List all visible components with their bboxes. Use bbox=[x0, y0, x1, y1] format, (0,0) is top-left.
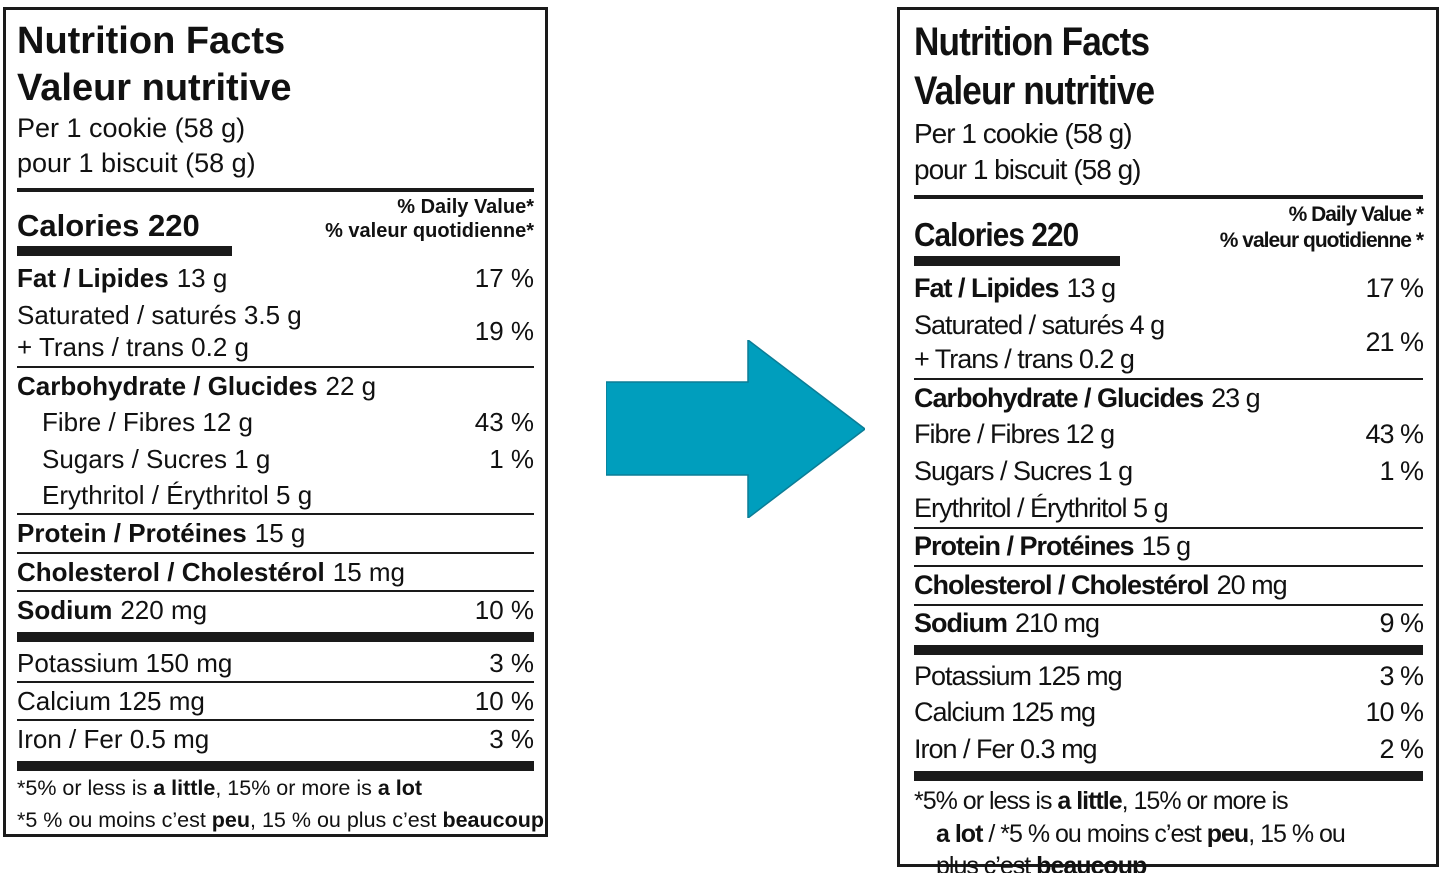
divider bbox=[17, 513, 534, 516]
nutrition-label-before: Nutrition Facts Valeur nutritive Per 1 c… bbox=[3, 7, 548, 837]
serving-size-en: Per 1 cookie (58 g) bbox=[17, 113, 246, 144]
nutrient-row-erythritol: Erythritol / Érythritol 5 g bbox=[42, 479, 313, 510]
nutrient-row-calcium: Calcium 125 mg 10 % bbox=[17, 686, 534, 716]
divider bbox=[914, 565, 1423, 568]
divider bbox=[914, 378, 1423, 381]
thick-divider bbox=[914, 771, 1423, 782]
nutrient-row-fat: Fat / Lipides 13 g 17 % bbox=[17, 263, 534, 294]
nutrient-row-erythritol: Erythritol / Érythritol 5 g bbox=[914, 492, 1169, 523]
calories-value: Calories 220 bbox=[914, 215, 1079, 253]
nutrient-row-sodium: Sodium 220 mg 10 % bbox=[17, 595, 534, 626]
footnote-en: *5% or less is a little, 15% or more is … bbox=[17, 775, 423, 800]
nutrient-row-iron: Iron / Fer 0.3 mg 2 % bbox=[914, 734, 1424, 765]
divider bbox=[17, 590, 534, 593]
footnote-line-3: plus c’est beaucoup bbox=[936, 852, 1147, 873]
divider bbox=[914, 195, 1423, 200]
calories-underline-bar bbox=[17, 246, 232, 257]
serving-size-fr: pour 1 biscuit (58 g) bbox=[914, 154, 1141, 186]
nutrient-row-sugars: Sugars / Sucres 1 g 1 % bbox=[42, 443, 534, 474]
nutrient-row-fibre: Fibre / Fibres 12 g 43 % bbox=[914, 419, 1424, 450]
title-fr: Valeur nutritive bbox=[17, 66, 292, 109]
daily-value-header: % Daily Value* % valeur quotidienne* bbox=[325, 195, 534, 242]
nutrient-row-saturated-trans: Saturated / saturés 4 g + Trans / trans … bbox=[914, 309, 1424, 374]
title-en: Nutrition Facts bbox=[17, 20, 286, 62]
nutrient-row-carbohydrate: Carbohydrate / Glucides 23 g bbox=[914, 382, 1261, 413]
thick-divider bbox=[914, 645, 1423, 656]
nutrient-row-saturated-trans: Saturated / saturés 3.5 g + Trans / tran… bbox=[17, 299, 534, 363]
calories-row: Calories 220 % Daily Value* % valeur quo… bbox=[17, 195, 534, 244]
nutrition-label-after: Nutrition Facts Valeur nutritive Per 1 c… bbox=[897, 7, 1439, 873]
nutrient-row-calcium: Calcium 125 mg 10 % bbox=[914, 697, 1424, 728]
nutrient-row-potassium: Potassium 150 mg 3 % bbox=[17, 647, 534, 678]
nutrient-row-sodium: Sodium 210 mg 9 % bbox=[914, 608, 1424, 639]
daily-value-header: % Daily Value * % valeur quotidienne * bbox=[1219, 203, 1424, 252]
nutrient-row-potassium: Potassium 125 mg 3 % bbox=[914, 660, 1424, 691]
footnote-line-1: *5% or less is a little, 15% or more is bbox=[914, 787, 1289, 816]
title-fr: Valeur nutritive bbox=[914, 69, 1155, 114]
nutrient-row-iron: Iron / Fer 0.5 mg 3 % bbox=[17, 724, 534, 755]
footnote-line-2: a lot / *5 % ou moins c’est peu, 15 % ou bbox=[936, 819, 1346, 848]
serving-size-en: Per 1 cookie (58 g) bbox=[914, 118, 1133, 150]
nutrient-row-sugars: Sugars / Sucres 1 g 1 % bbox=[914, 455, 1424, 486]
thick-divider bbox=[17, 631, 534, 642]
footnote-fr: *5 % ou moins c’est peu, 15 % ou plus c’… bbox=[17, 808, 544, 833]
divider bbox=[17, 551, 534, 554]
divider bbox=[17, 719, 534, 722]
divider bbox=[17, 187, 534, 192]
nutrient-row-carbohydrate: Carbohydrate / Glucides 22 g bbox=[17, 370, 377, 401]
divider bbox=[17, 681, 534, 683]
divider bbox=[914, 603, 1423, 606]
thick-divider bbox=[17, 760, 534, 771]
nutrient-row-fibre: Fibre / Fibres 12 g 43 % bbox=[42, 407, 534, 438]
title-en: Nutrition Facts bbox=[914, 20, 1150, 64]
calories-underline-bar bbox=[914, 256, 1120, 267]
calories-value: Calories 220 bbox=[17, 208, 200, 244]
divider bbox=[17, 365, 534, 368]
nutrient-row-protein: Protein / Protéines 15 g bbox=[17, 518, 306, 549]
nutrient-row-cholesterol: Cholesterol / Cholestérol 15 mg bbox=[17, 556, 405, 587]
footnote: *5% or less is a little, 15% or more is … bbox=[914, 785, 1423, 873]
nutrient-row-fat: Fat / Lipides 13 g 17 % bbox=[914, 272, 1424, 303]
divider bbox=[914, 526, 1423, 529]
serving-size-fr: pour 1 biscuit (58 g) bbox=[17, 148, 256, 179]
calories-row: Calories 220 % Daily Value * % valeur qu… bbox=[914, 202, 1424, 253]
arrow-right-icon bbox=[605, 338, 867, 520]
nutrient-row-cholesterol: Cholesterol / Cholestérol 20 mg bbox=[914, 569, 1288, 600]
nutrient-row-protein: Protein / Protéines 15 g bbox=[914, 531, 1191, 562]
